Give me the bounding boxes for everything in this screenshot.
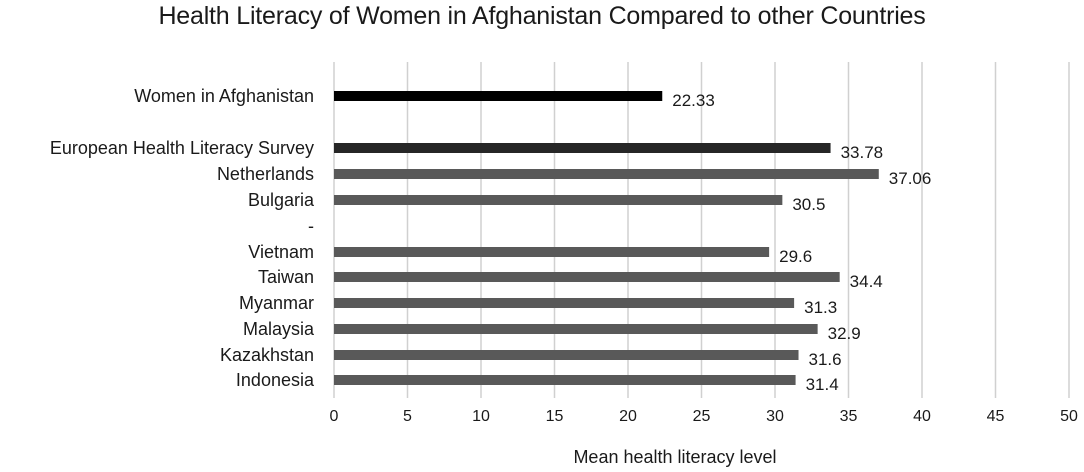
value-label-vietnam: 29.6 [779, 247, 812, 266]
category-label-netherlands: Netherlands [217, 164, 314, 184]
x-tick-label: 20 [619, 408, 637, 425]
bars [334, 91, 879, 385]
bar-bulgaria [334, 195, 783, 205]
x-axis-title: Mean health literacy level [573, 447, 776, 467]
bar-women-in-afghanistan [334, 91, 663, 101]
category-label-vietnam: Vietnam [248, 242, 314, 262]
x-axis-ticks: 0 5 10 15 20 25 30 35 40 45 50 [330, 408, 1078, 425]
bar-kazakhstan [334, 350, 799, 360]
bar-netherlands [334, 169, 879, 179]
value-label-indonesia: 31.4 [806, 375, 839, 394]
value-label-bulgaria: 30.5 [792, 195, 825, 214]
value-label-netherlands: 37.06 [889, 169, 932, 188]
chart-title: Health Literacy of Women in Afghanistan … [158, 2, 926, 30]
x-tick-label: 30 [766, 408, 784, 425]
bar-vietnam [334, 247, 770, 257]
category-label-women-in-afghanistan: Women in Afghanistan [134, 86, 314, 106]
value-label-taiwan: 34.4 [850, 272, 883, 291]
value-label-women-in-afghanistan: 22.33 [672, 91, 715, 110]
value-label-kazakhstan: 31.6 [809, 350, 842, 369]
category-label-bulgaria: Bulgaria [248, 190, 315, 210]
bar-malaysia [334, 324, 818, 334]
value-label-malaysia: 32.9 [828, 324, 861, 343]
x-tick-label: 35 [840, 408, 858, 425]
x-tick-label: 15 [546, 408, 564, 425]
category-label-european-health-literacy-survey: European Health Literacy Survey [50, 138, 314, 158]
category-label-taiwan: Taiwan [258, 267, 314, 287]
x-tick-label: 0 [330, 408, 339, 425]
value-labels: 22.33 33.78 37.06 30.5 29.6 34.4 31.3 32.9 31.6 3… [672, 91, 931, 394]
x-tick-label: 5 [403, 408, 412, 425]
category-label-blank: - [308, 216, 314, 236]
x-tick-label: 45 [987, 408, 1005, 425]
x-tick-label: 10 [472, 408, 490, 425]
value-label-european-health-literacy-survey: 33.78 [841, 143, 884, 162]
x-tick-label: 50 [1060, 408, 1078, 425]
category-label-malaysia: Malaysia [243, 319, 315, 339]
bar-indonesia [334, 375, 796, 385]
x-tick-label: 40 [913, 408, 931, 425]
value-label-myanmar: 31.3 [804, 298, 837, 317]
bar-myanmar [334, 298, 795, 308]
bar-taiwan [334, 272, 840, 282]
category-labels: Women in Afghanistan European Health Lite… [50, 86, 315, 390]
bar-european-health-literacy-survey [334, 143, 831, 153]
gridlines [333, 62, 1070, 398]
category-label-indonesia: Indonesia [236, 370, 315, 390]
x-tick-label: 25 [693, 408, 711, 425]
category-label-myanmar: Myanmar [239, 293, 314, 313]
category-label-kazakhstan: Kazakhstan [220, 345, 314, 365]
